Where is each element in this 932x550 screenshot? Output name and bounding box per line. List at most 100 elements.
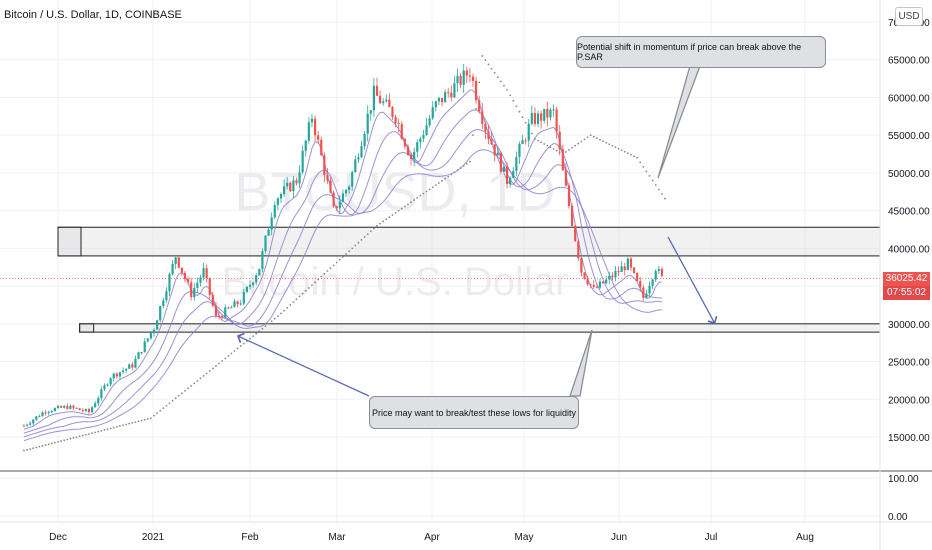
psar-dot	[26, 448, 28, 451]
candle-body	[159, 306, 162, 321]
candle-body	[598, 281, 602, 288]
candle-body	[608, 275, 611, 280]
grid-layer	[0, 0, 880, 522]
candle-body	[78, 408, 81, 411]
psar-dot	[236, 347, 239, 350]
candle-body	[168, 274, 171, 292]
psar-dot	[41, 444, 44, 447]
psar-dot	[499, 80, 502, 83]
psar-dot	[128, 422, 131, 425]
candle-body	[236, 301, 239, 305]
candle-body	[440, 97, 444, 103]
candle-body	[574, 225, 577, 242]
candle-body	[601, 281, 605, 284]
candle-body	[351, 171, 354, 187]
psar-dot	[29, 448, 32, 450]
psar-dot	[626, 152, 629, 155]
psar-dot	[264, 325, 267, 328]
psar-dot	[314, 281, 316, 284]
psar-dot	[416, 197, 419, 199]
psar-dot	[407, 203, 409, 206]
candle-body	[227, 307, 230, 309]
candle-body	[447, 92, 450, 94]
psar-dot	[537, 139, 539, 142]
candle-body	[474, 80, 478, 101]
psar-dot	[66, 438, 69, 441]
top-callout[interactable]: Potential shift in momentum if price can…	[576, 36, 826, 68]
candle-body	[527, 123, 530, 141]
candle-body	[434, 101, 437, 108]
candle-body	[310, 118, 314, 123]
candle-body	[437, 97, 441, 102]
psar-dot	[187, 387, 189, 390]
candle-body	[193, 287, 196, 298]
psar-dot	[530, 132, 533, 135]
psar-dot	[617, 147, 620, 150]
psar-dot	[338, 258, 341, 261]
candle-body	[338, 201, 341, 209]
psar-dot	[174, 397, 177, 400]
psar-dot	[184, 389, 186, 392]
candle-body	[245, 286, 249, 292]
psar-dot	[506, 89, 508, 91]
candle-body	[202, 268, 205, 278]
candle-body	[75, 407, 78, 409]
candle-body	[496, 152, 499, 156]
psar-dot	[555, 149, 558, 152]
candle-body	[279, 194, 283, 199]
candle-body	[131, 364, 134, 368]
candle-body	[38, 416, 41, 418]
candle-body	[214, 305, 218, 316]
y-tick-label: 65000.00	[888, 56, 930, 67]
psar-dot	[512, 99, 515, 102]
psar-dot	[283, 309, 285, 312]
psar-dot	[357, 241, 360, 244]
candle-body	[406, 146, 410, 155]
candle-body	[329, 180, 332, 193]
candle-body	[626, 258, 629, 270]
candle-body	[90, 407, 94, 413]
psar-dot	[230, 352, 233, 355]
psar-dot	[292, 301, 295, 304]
candle-body	[341, 193, 345, 202]
psar-dot	[97, 430, 100, 433]
psar-dot	[227, 355, 230, 357]
candle-body	[505, 166, 509, 184]
candle-body	[115, 373, 118, 377]
candle-body	[81, 410, 84, 412]
psar-dot	[91, 432, 93, 435]
psar-dot	[664, 197, 666, 200]
psar-dot	[35, 446, 38, 449]
psar-dot	[583, 138, 586, 141]
candle-body	[25, 424, 29, 426]
psar-dot	[332, 264, 335, 267]
psar-dot	[78, 435, 81, 438]
candle-body	[180, 267, 183, 273]
psar-dot	[261, 327, 264, 330]
candle-body	[459, 75, 462, 85]
psar-dot	[134, 421, 137, 423]
psar-dot	[595, 137, 598, 140]
candle-body	[307, 122, 310, 141]
candle-body	[416, 142, 419, 152]
bottom-callout-pointer	[569, 329, 593, 397]
candle-body	[22, 425, 26, 427]
psar-dot	[329, 267, 332, 270]
currency-button[interactable]: USD	[895, 7, 923, 26]
bottom-callout[interactable]: Price may want to break/test these lows …	[369, 396, 579, 429]
candle-body	[97, 398, 100, 404]
y-tick-label: 30000.00	[888, 320, 930, 331]
candle-body	[419, 138, 422, 143]
candle-body	[654, 270, 657, 280]
candle-body	[372, 85, 375, 111]
psar-dot	[345, 253, 347, 255]
candle-body	[595, 286, 598, 288]
psar-dot	[608, 143, 611, 146]
candle-body	[394, 116, 397, 124]
support-zone	[57, 226, 881, 257]
candle-body	[552, 109, 555, 111]
psar-dot	[304, 289, 307, 292]
candle-body	[642, 287, 645, 298]
candle-body	[636, 273, 639, 282]
